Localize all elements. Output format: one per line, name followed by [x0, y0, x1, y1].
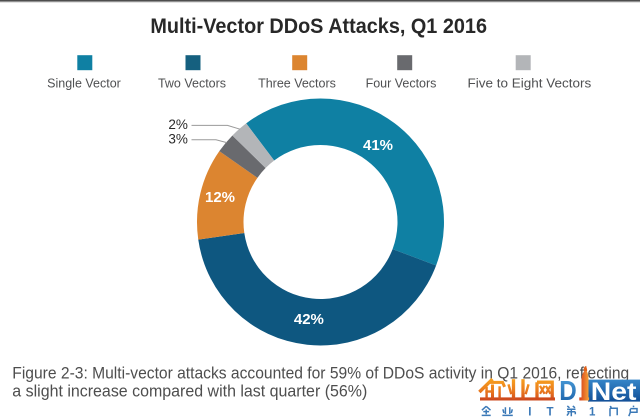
- svg-text:Multi-Vector DDoS Attacks, Q1: Multi-Vector DDoS Attacks, Q1 2016: [150, 15, 487, 38]
- svg-text:a slight increase compared wit: a slight increase compared with last qua…: [12, 383, 367, 401]
- svg-text:1: 1: [589, 407, 596, 418]
- svg-text:42%: 42%: [294, 311, 324, 328]
- svg-text:12%: 12%: [205, 189, 235, 206]
- svg-text:Four Vectors: Four Vectors: [366, 76, 437, 90]
- svg-text:Single Vector: Single Vector: [47, 76, 121, 90]
- svg-text:I: I: [528, 407, 531, 418]
- svg-text:41%: 41%: [363, 137, 393, 154]
- svg-text:Two Vectors: Two Vectors: [158, 76, 226, 90]
- svg-text:2%: 2%: [168, 117, 188, 132]
- svg-text:3%: 3%: [168, 131, 188, 146]
- svg-text:Net: Net: [591, 378, 637, 406]
- svg-text:Five to Eight Vectors: Five to Eight Vectors: [468, 76, 592, 90]
- svg-text:Three Vectors: Three Vectors: [258, 76, 336, 90]
- svg-text:D: D: [559, 375, 577, 406]
- svg-text:T: T: [546, 407, 553, 418]
- svg-text:Figure 2-3: Multi-vector attac: Figure 2-3: Multi-vector attacks account…: [12, 365, 629, 383]
